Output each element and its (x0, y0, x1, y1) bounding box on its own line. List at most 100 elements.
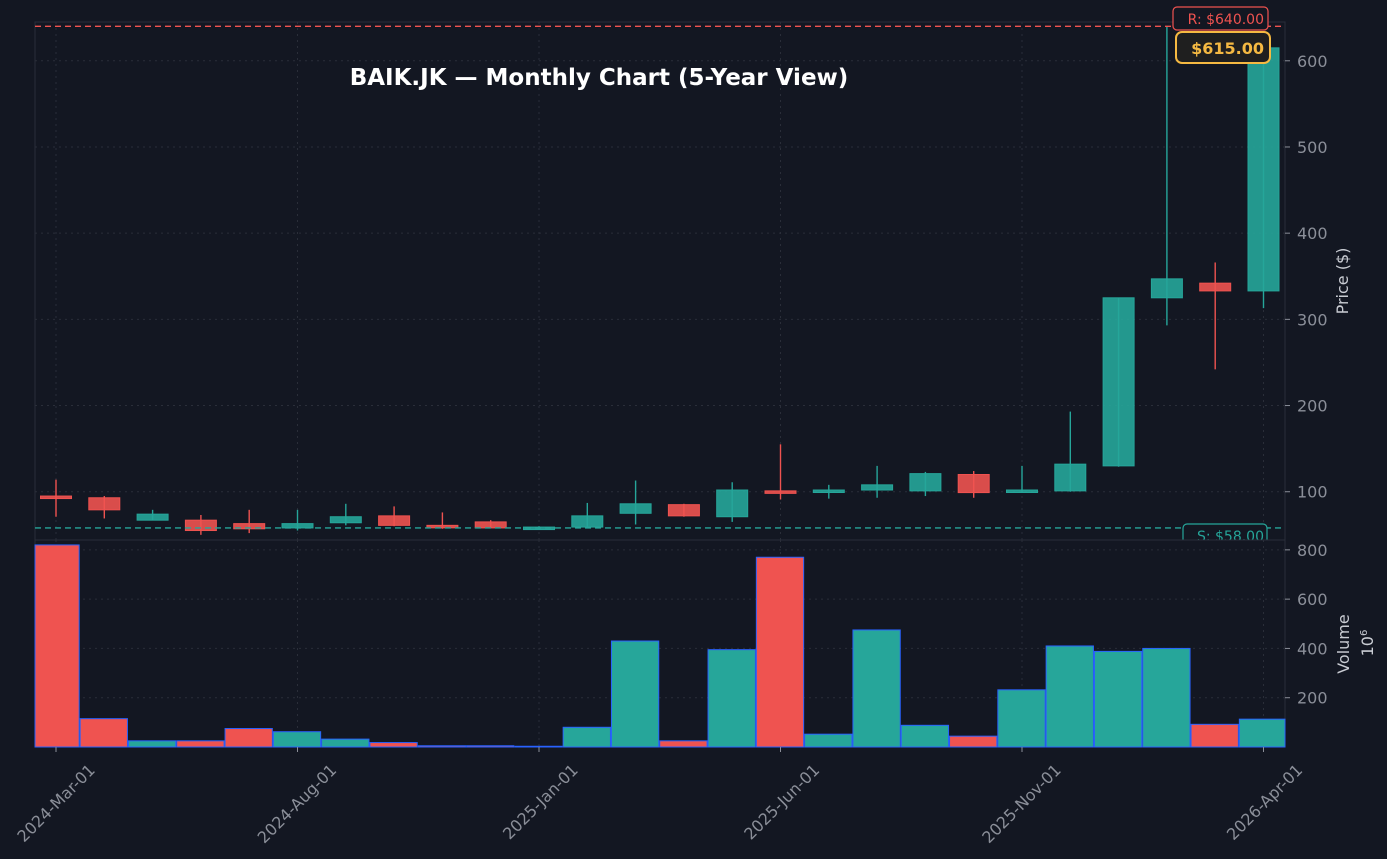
candle-body (909, 473, 942, 492)
volume-bar (852, 629, 901, 748)
candle-body (426, 524, 459, 529)
volume-multiplier-base: 106 (1358, 630, 1377, 657)
candle-body (619, 503, 652, 514)
candle (233, 509, 266, 534)
candle-body (233, 523, 266, 530)
candle-body (957, 473, 990, 494)
volume-bar (321, 738, 370, 748)
candle (571, 502, 604, 528)
volume-multiplier-base-text: 10 (1358, 636, 1377, 656)
volume-bar (272, 731, 322, 748)
candle (136, 509, 169, 521)
volume-panel: 200 400 600 800 Volume 106 (34, 539, 1377, 748)
candle-body (764, 490, 797, 494)
candle-body (1054, 463, 1087, 492)
volume-bar (127, 740, 177, 748)
volume-bar (949, 735, 998, 748)
candle (619, 480, 652, 525)
candle (764, 444, 797, 500)
volume-bar (659, 740, 708, 748)
candle (329, 503, 362, 526)
volume-multiplier-exp-text: 6 (1359, 630, 1370, 636)
resistance-label: R: $640.00 (1172, 6, 1269, 31)
price-grid (35, 22, 1285, 540)
volume-bar (562, 726, 611, 748)
candle-body (136, 513, 169, 521)
volume-bar (466, 745, 515, 748)
candle-body (474, 521, 507, 529)
candle (1199, 262, 1232, 370)
volume-bar (1142, 647, 1191, 748)
candle-body (812, 489, 845, 494)
volume-bar (610, 640, 660, 748)
price-y-ticks: 100 200 300 400 500 600 (1285, 52, 1328, 502)
volume-bar (1045, 645, 1094, 748)
candle-body (861, 484, 894, 491)
volume-bar (176, 740, 225, 748)
volume-bar (900, 724, 950, 748)
candle (1102, 297, 1135, 467)
volume-tick-label: 800 (1297, 541, 1328, 560)
candle-body (1150, 278, 1183, 299)
candle (1006, 465, 1038, 494)
candle-body (571, 515, 604, 528)
volume-bar (369, 742, 418, 748)
price-panel-frame (34, 21, 1286, 541)
volume-bar (755, 556, 805, 748)
candle-body (329, 516, 362, 524)
candle (184, 515, 217, 535)
price-tick-label: 100 (1297, 483, 1328, 502)
last-price-badge-box (1175, 31, 1271, 64)
volume-axis-label: Volume (1334, 614, 1353, 674)
candle-body (1102, 297, 1135, 467)
volume-tick-label: 200 (1297, 689, 1328, 708)
volume-bar (997, 689, 1046, 748)
volume-bar (1190, 723, 1239, 748)
candle (716, 482, 749, 522)
resistance-label-box (1172, 6, 1269, 31)
candle (378, 506, 411, 527)
candles (40, 26, 1280, 535)
candle (40, 479, 72, 517)
volume-bar (417, 745, 467, 748)
volume-bar (224, 728, 273, 748)
candle (1150, 26, 1183, 326)
volume-bar (34, 544, 80, 748)
candle (1054, 411, 1087, 492)
price-tick-label: 200 (1297, 397, 1328, 416)
volume-y-ticks: 200 400 600 800 (1285, 541, 1328, 708)
last-price-badge-text: $615.00 (1191, 39, 1264, 58)
candle-body (667, 504, 700, 517)
candle-body (1247, 47, 1280, 292)
volume-tick-label: 400 (1297, 639, 1328, 658)
candle (812, 484, 845, 499)
volume-bar (514, 745, 563, 748)
volume-bar (707, 649, 756, 748)
volume-bars (34, 544, 1286, 748)
candle (426, 512, 459, 529)
candle-body (40, 495, 72, 500)
candle-body (88, 497, 121, 511)
volume-bar (79, 718, 128, 748)
volume-tick-label: 600 (1297, 590, 1328, 609)
candle (667, 503, 700, 517)
chart-title: BAIK.JK — Monthly Chart (5-Year View) (350, 65, 849, 91)
price-tick-label: 500 (1297, 138, 1328, 157)
resistance-label-text: R: $640.00 (1188, 12, 1264, 28)
price-tick-label: 400 (1297, 224, 1328, 243)
candle (1247, 46, 1280, 309)
price-axis-label: Price ($) (1333, 248, 1352, 315)
candle-body (1006, 489, 1038, 494)
volume-bar (1238, 718, 1286, 748)
volume-multiplier: 106 (1358, 630, 1377, 657)
last-price-badge: $615.00 (1175, 31, 1271, 64)
candle (957, 471, 990, 498)
price-tick-label: 300 (1297, 310, 1328, 329)
candle-body (378, 515, 411, 526)
candle-body (716, 489, 749, 518)
price-tick-label: 600 (1297, 52, 1328, 71)
candle (861, 465, 894, 498)
candle-body (184, 519, 217, 532)
